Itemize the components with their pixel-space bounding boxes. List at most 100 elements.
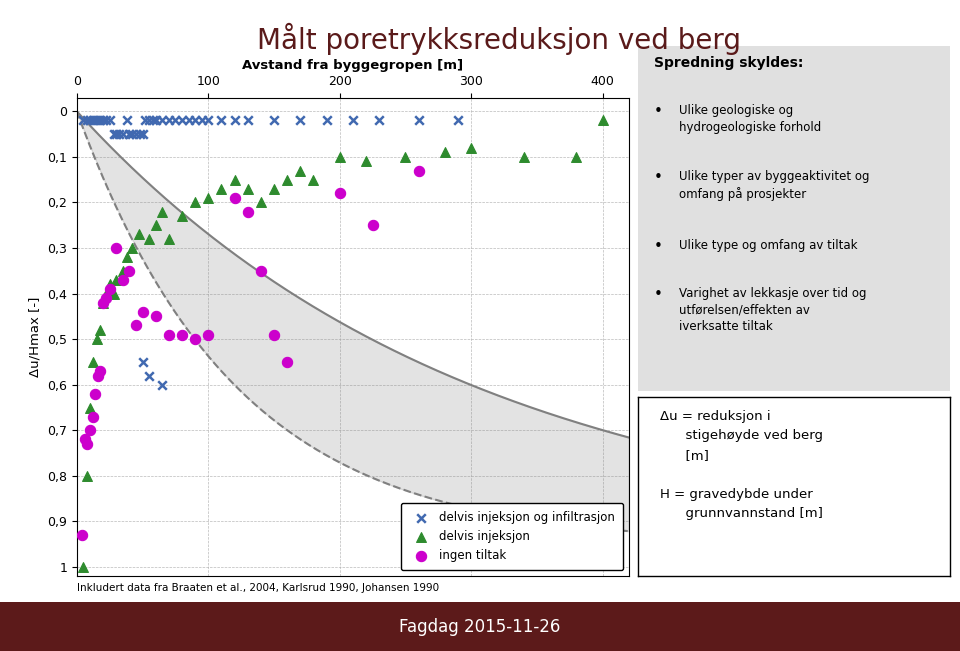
delvis injeksjon — [98, 288, 113, 299]
Text: Varighet av lekkasje over tid og
utførelsen/effekten av
iverksatte tiltak: Varighet av lekkasje over tid og utførel… — [679, 287, 867, 333]
delvis injeksjon og infiltrasjon — [90, 115, 106, 126]
delvis injeksjon — [76, 562, 91, 572]
Text: Spredning skyldes:: Spredning skyldes: — [654, 56, 804, 70]
delvis injeksjon og infiltrasjon — [450, 115, 466, 126]
ingen tiltak — [98, 293, 113, 303]
delvis injeksjon og infiltrasjon — [111, 129, 127, 139]
ingen tiltak — [365, 220, 380, 230]
delvis injeksjon — [84, 357, 100, 367]
ingen tiltak — [102, 284, 117, 294]
delvis injeksjon — [89, 334, 105, 344]
delvis injeksjon og infiltrasjon — [80, 115, 95, 126]
delvis injeksjon — [83, 402, 98, 413]
delvis injeksjon — [253, 197, 269, 208]
ingen tiltak — [90, 370, 106, 381]
delvis injeksjon — [240, 184, 255, 194]
delvis injeksjon og infiltrasjon — [106, 129, 121, 139]
ingen tiltak — [84, 411, 100, 422]
delvis injeksjon og infiltrasjon — [141, 370, 156, 381]
ingen tiltak — [95, 298, 110, 308]
delvis injeksjon — [279, 174, 295, 185]
delvis injeksjon og infiltrasjon — [411, 115, 426, 126]
Text: •: • — [654, 239, 662, 254]
delvis injeksjon og infiltrasjon — [95, 115, 110, 126]
delvis injeksjon — [227, 174, 242, 185]
delvis injeksjon og infiltrasjon — [76, 115, 91, 126]
delvis injeksjon og infiltrasjon — [134, 357, 150, 367]
ingen tiltak — [227, 193, 242, 203]
ingen tiltak — [115, 275, 131, 285]
ingen tiltak — [77, 434, 92, 445]
ingen tiltak — [161, 329, 177, 340]
X-axis label: Avstand fra byggegropen [m]: Avstand fra byggegropen [m] — [242, 59, 464, 72]
delvis injeksjon og infiltrasjon — [98, 115, 113, 126]
ingen tiltak — [74, 530, 89, 540]
delvis injeksjon og infiltrasjon — [266, 115, 281, 126]
delvis injeksjon og infiltrasjon — [134, 129, 150, 139]
delvis injeksjon og infiltrasjon — [293, 115, 308, 126]
delvis injeksjon — [161, 234, 177, 244]
delvis injeksjon — [175, 211, 190, 221]
delvis injeksjon — [201, 193, 216, 203]
delvis injeksjon — [95, 298, 110, 308]
Text: Ulike geologiske og
hydrogeologiske forhold: Ulike geologiske og hydrogeologiske forh… — [679, 104, 821, 133]
delvis injeksjon og infiltrasjon — [145, 115, 160, 126]
delvis injeksjon — [131, 229, 146, 240]
delvis injeksjon og infiltrasjon — [194, 115, 209, 126]
delvis injeksjon — [141, 234, 156, 244]
delvis injeksjon og infiltrasjon — [119, 115, 134, 126]
delvis injeksjon — [125, 243, 140, 253]
ingen tiltak — [266, 329, 281, 340]
delvis injeksjon og infiltrasjon — [175, 115, 190, 126]
Text: •: • — [654, 287, 662, 302]
delvis injeksjon — [148, 220, 163, 230]
delvis injeksjon og infiltrasjon — [319, 115, 334, 126]
Text: Ulike type og omfang av tiltak: Ulike type og omfang av tiltak — [679, 239, 857, 252]
delvis injeksjon — [293, 165, 308, 176]
delvis injeksjon — [568, 152, 584, 162]
delvis injeksjon og infiltrasjon — [84, 115, 100, 126]
ingen tiltak — [134, 307, 150, 317]
delvis injeksjon og infiltrasjon — [161, 115, 177, 126]
delvis injeksjon — [119, 252, 134, 262]
ingen tiltak — [93, 366, 108, 376]
delvis injeksjon og infiltrasjon — [187, 115, 203, 126]
Text: Inkludert data fra Braaten et al., 2004, Karlsrud 1990, Johansen 1990: Inkludert data fra Braaten et al., 2004,… — [77, 583, 439, 592]
ingen tiltak — [187, 334, 203, 344]
delvis injeksjon og infiltrasjon — [214, 115, 229, 126]
ingen tiltak — [332, 188, 348, 199]
delvis injeksjon og infiltrasjon — [122, 129, 137, 139]
delvis injeksjon — [332, 152, 348, 162]
delvis injeksjon — [80, 471, 95, 481]
Text: Ulike typer av byggeaktivitet og
omfang på prosjekter: Ulike typer av byggeaktivitet og omfang … — [679, 170, 870, 201]
ingen tiltak — [201, 329, 216, 340]
Text: Fagdag 2015-11-26: Fagdag 2015-11-26 — [399, 618, 561, 635]
delvis injeksjon og infiltrasjon — [155, 380, 170, 390]
ingen tiltak — [240, 206, 255, 217]
delvis injeksjon og infiltrasjon — [87, 115, 103, 126]
delvis injeksjon og infiltrasjon — [141, 115, 156, 126]
delvis injeksjon og infiltrasjon — [148, 115, 163, 126]
ingen tiltak — [253, 266, 269, 276]
ingen tiltak — [279, 357, 295, 367]
Text: •: • — [654, 104, 662, 119]
delvis injeksjon og infiltrasjon — [83, 115, 98, 126]
delvis injeksjon — [214, 184, 229, 194]
Text: Målt poretrykksreduksjon ved berg: Målt poretrykksreduksjon ved berg — [257, 23, 741, 55]
ingen tiltak — [87, 389, 103, 399]
delvis injeksjon — [358, 156, 373, 167]
delvis injeksjon — [93, 325, 108, 335]
delvis injeksjon — [305, 174, 321, 185]
ingen tiltak — [108, 243, 124, 253]
delvis injeksjon — [108, 275, 124, 285]
delvis injeksjon og infiltrasjon — [227, 115, 242, 126]
delvis injeksjon — [516, 152, 531, 162]
delvis injeksjon og infiltrasjon — [137, 115, 153, 126]
ingen tiltak — [129, 320, 144, 331]
delvis injeksjon — [115, 266, 131, 276]
delvis injeksjon og infiltrasjon — [115, 129, 131, 139]
delvis injeksjon — [437, 147, 452, 158]
Legend: delvis injeksjon og infiltrasjon, delvis injeksjon, ingen tiltak: delvis injeksjon og infiltrasjon, delvis… — [401, 503, 623, 570]
Y-axis label: Δu/Hmax [-]: Δu/Hmax [-] — [29, 297, 41, 377]
delvis injeksjon og infiltrasjon — [168, 115, 183, 126]
